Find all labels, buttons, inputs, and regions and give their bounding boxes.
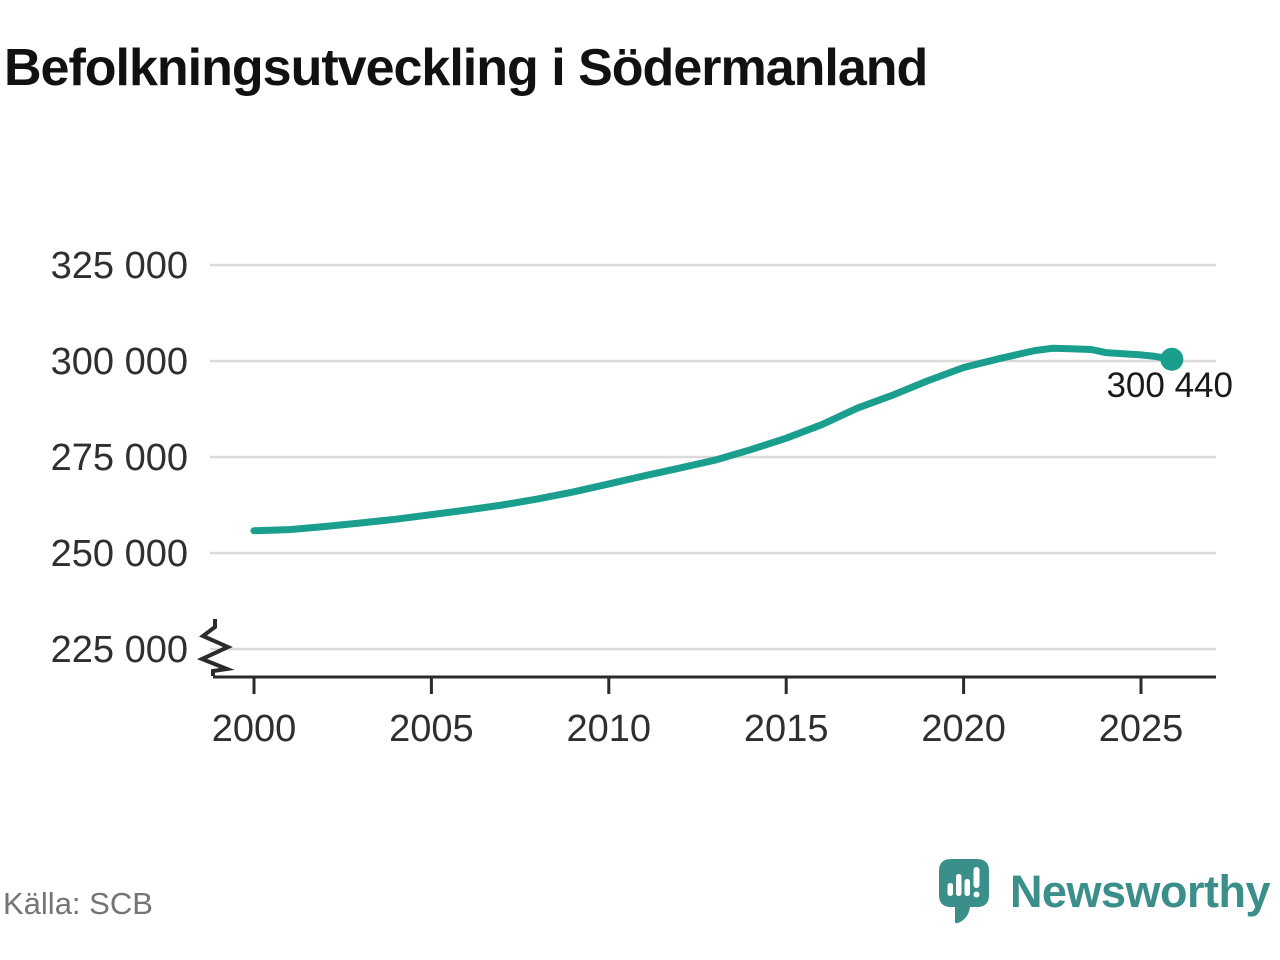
- x-axis-tick-label: 2000: [212, 708, 297, 750]
- y-axis-tick-label: 225 000: [51, 629, 188, 671]
- x-axis-tick-label: 2025: [1099, 708, 1184, 750]
- logo-bar-3: [964, 879, 970, 896]
- x-axis-tick-label: 2010: [567, 708, 652, 750]
- x-axis-tick-label: 2020: [921, 708, 1006, 750]
- x-axis-tick-label: 2005: [389, 708, 474, 750]
- logo-exclamation-dot: [973, 891, 980, 898]
- y-axis-tick-label: 275 000: [51, 437, 188, 479]
- chart-title: Befolkningsutveckling i Södermanland: [4, 39, 928, 97]
- logo-bar-2: [955, 874, 962, 896]
- y-axis-tick-label: 325 000: [51, 245, 188, 287]
- newsworthy-wordmark: Newsworthy: [1009, 866, 1271, 917]
- source-note: Källa: SCB: [3, 886, 153, 921]
- last-data-point-marker: [1160, 347, 1184, 371]
- x-axis-tick-label: 2015: [744, 708, 829, 750]
- logo-bar-1: [947, 883, 953, 896]
- y-axis-break-icon: [196, 619, 235, 676]
- y-axis-tick-label: 250 000: [51, 533, 188, 575]
- newsworthy-logo-icon: [938, 859, 989, 924]
- population-line-series: [250, 344, 1176, 535]
- last-value-label: 300 440: [1106, 366, 1233, 405]
- newsworthy-branding: Newsworthy: [938, 858, 1271, 926]
- y-axis-tick-label: 300 000: [51, 341, 188, 383]
- logo-speech-bubble: [938, 859, 989, 924]
- logo-exclamation-bar: [973, 867, 980, 888]
